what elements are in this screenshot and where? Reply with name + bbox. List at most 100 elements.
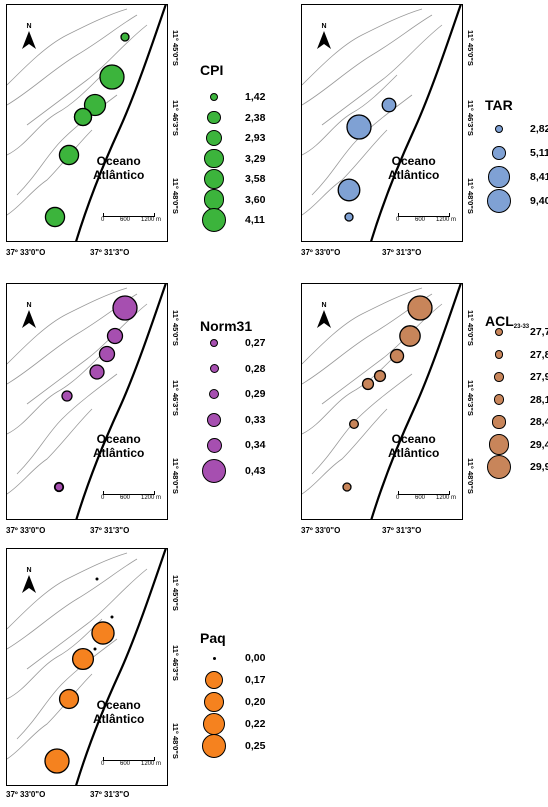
sample-site-marker	[54, 482, 64, 492]
river-contour	[26, 24, 148, 126]
river-contour	[16, 638, 118, 740]
legend-symbol	[493, 394, 505, 405]
scale-label: 0	[396, 495, 400, 501]
sample-site-marker	[373, 369, 387, 383]
scale-label: 600	[120, 761, 131, 767]
scale-label: 1200 m	[436, 217, 457, 223]
legend-title: Paq	[200, 630, 226, 646]
longitude-label: 37º 33'0"O	[6, 526, 46, 535]
sample-site-marker	[61, 390, 73, 402]
sample-site-marker	[337, 178, 361, 202]
river-contour	[7, 353, 103, 435]
river-contour	[302, 74, 398, 156]
map-tar	[302, 5, 462, 241]
legend-title-subscript: 23-33	[513, 324, 530, 330]
scale-label: 1200 m	[436, 495, 457, 501]
scale-bar-line	[103, 491, 155, 495]
map-frame-paq: N Oceano Atlântico 0 600 1200 m	[6, 548, 168, 786]
scale-label: 0	[396, 217, 400, 223]
sample-site-marker	[93, 647, 97, 651]
legend-item: 0,25	[200, 734, 280, 759]
legend-item: 0,20	[200, 691, 280, 715]
scale-bar-line	[398, 491, 450, 495]
longitude-label: 37º 31'3"O	[382, 248, 422, 257]
scale-label: 600	[415, 495, 426, 501]
river-contour	[7, 74, 103, 156]
legend-value: 2,93	[245, 132, 266, 144]
map-norm31	[7, 284, 167, 519]
legend-symbol	[203, 189, 225, 210]
latitude-label: 11° 48'0"S	[171, 458, 180, 494]
north-label: N	[321, 302, 327, 309]
ocean-label-line2: Atlântico	[388, 167, 440, 182]
ocean-label: Oceano Atlântico	[388, 154, 439, 182]
sample-site-marker	[407, 295, 433, 321]
river-contour	[302, 408, 388, 495]
north-label: N	[26, 567, 32, 574]
latitude-label: 11° 46'3"S	[466, 380, 475, 416]
legend-item: 9,40	[485, 189, 548, 214]
ocean-label: Oceano Atlântico	[388, 432, 439, 460]
sample-site-marker	[44, 206, 66, 228]
sample-site-marker	[112, 295, 138, 321]
legend-value: 5,11	[530, 147, 548, 159]
legend-symbol	[203, 691, 225, 713]
legend-item: 27,7	[485, 325, 548, 345]
legend-title: TAR	[485, 97, 513, 113]
longitude-label: 37º 31'3"O	[90, 248, 130, 257]
sample-site-marker	[91, 621, 115, 645]
legend-item: 29,9	[485, 455, 548, 480]
longitude-label: 37º 33'0"O	[301, 248, 341, 257]
sample-site-marker	[399, 325, 421, 347]
legend-item: 0,00	[200, 651, 280, 671]
legend-symbol	[209, 364, 219, 373]
north-arrow-icon: N	[21, 567, 37, 593]
legend-symbol	[202, 712, 226, 736]
map-frame-tar: N Oceano Atlântico 0 600 1200 m	[301, 4, 463, 242]
legend-symbol	[206, 437, 222, 453]
legend-value: 27,9	[530, 371, 548, 383]
sample-site-marker	[346, 114, 372, 140]
river-contour	[302, 353, 398, 435]
legend-symbol	[209, 389, 219, 399]
legend-item: 27,8	[485, 348, 548, 368]
legend-value: 3,29	[245, 152, 266, 165]
river-contour	[311, 373, 413, 475]
legend-title: ACL23-33	[485, 313, 530, 330]
north-arrow-icon: N	[316, 302, 332, 328]
longitude-label: 37º 33'0"O	[301, 526, 341, 535]
river-contour	[7, 129, 93, 216]
latitude-label: 11° 48'0"S	[466, 178, 475, 214]
coastline	[75, 549, 167, 785]
legend-symbol	[204, 670, 224, 690]
north-arrow-icon: N	[21, 302, 37, 328]
legend-value: 9,40	[530, 195, 548, 207]
map-cpi	[7, 5, 167, 241]
river-contour	[7, 673, 93, 760]
legend-symbol	[494, 372, 504, 382]
coastline	[75, 284, 167, 519]
legend-title: Norm31	[200, 318, 253, 334]
legend-item: 0,28	[200, 362, 280, 382]
scale-label: 1200 m	[141, 217, 162, 223]
legend-value: 3,58	[245, 173, 266, 185]
coastline	[75, 5, 167, 241]
sample-site-marker	[73, 107, 93, 127]
map-paq	[7, 549, 167, 785]
sample-site-marker	[120, 32, 130, 42]
legend-item: 28,1	[485, 393, 548, 413]
sample-site-marker	[110, 615, 114, 619]
legend-symbol	[494, 350, 504, 359]
legend-symbol	[202, 208, 226, 232]
latitude-label: 11° 46'3"S	[171, 645, 180, 681]
legend-item: 8,41	[485, 166, 548, 190]
legend-value: 8,41	[530, 171, 548, 183]
map-frame-norm31: N Oceano Atlântico 0 600 1200 m	[6, 283, 168, 520]
legend-symbol	[212, 656, 216, 660]
sample-site-marker	[58, 144, 80, 166]
ocean-label: Oceano Atlântico	[93, 432, 144, 460]
legend-item: 4,11	[200, 208, 280, 233]
longitude-label: 37º 31'3"O	[90, 526, 130, 535]
legend-symbol	[207, 412, 221, 427]
sample-site-marker	[98, 345, 116, 363]
